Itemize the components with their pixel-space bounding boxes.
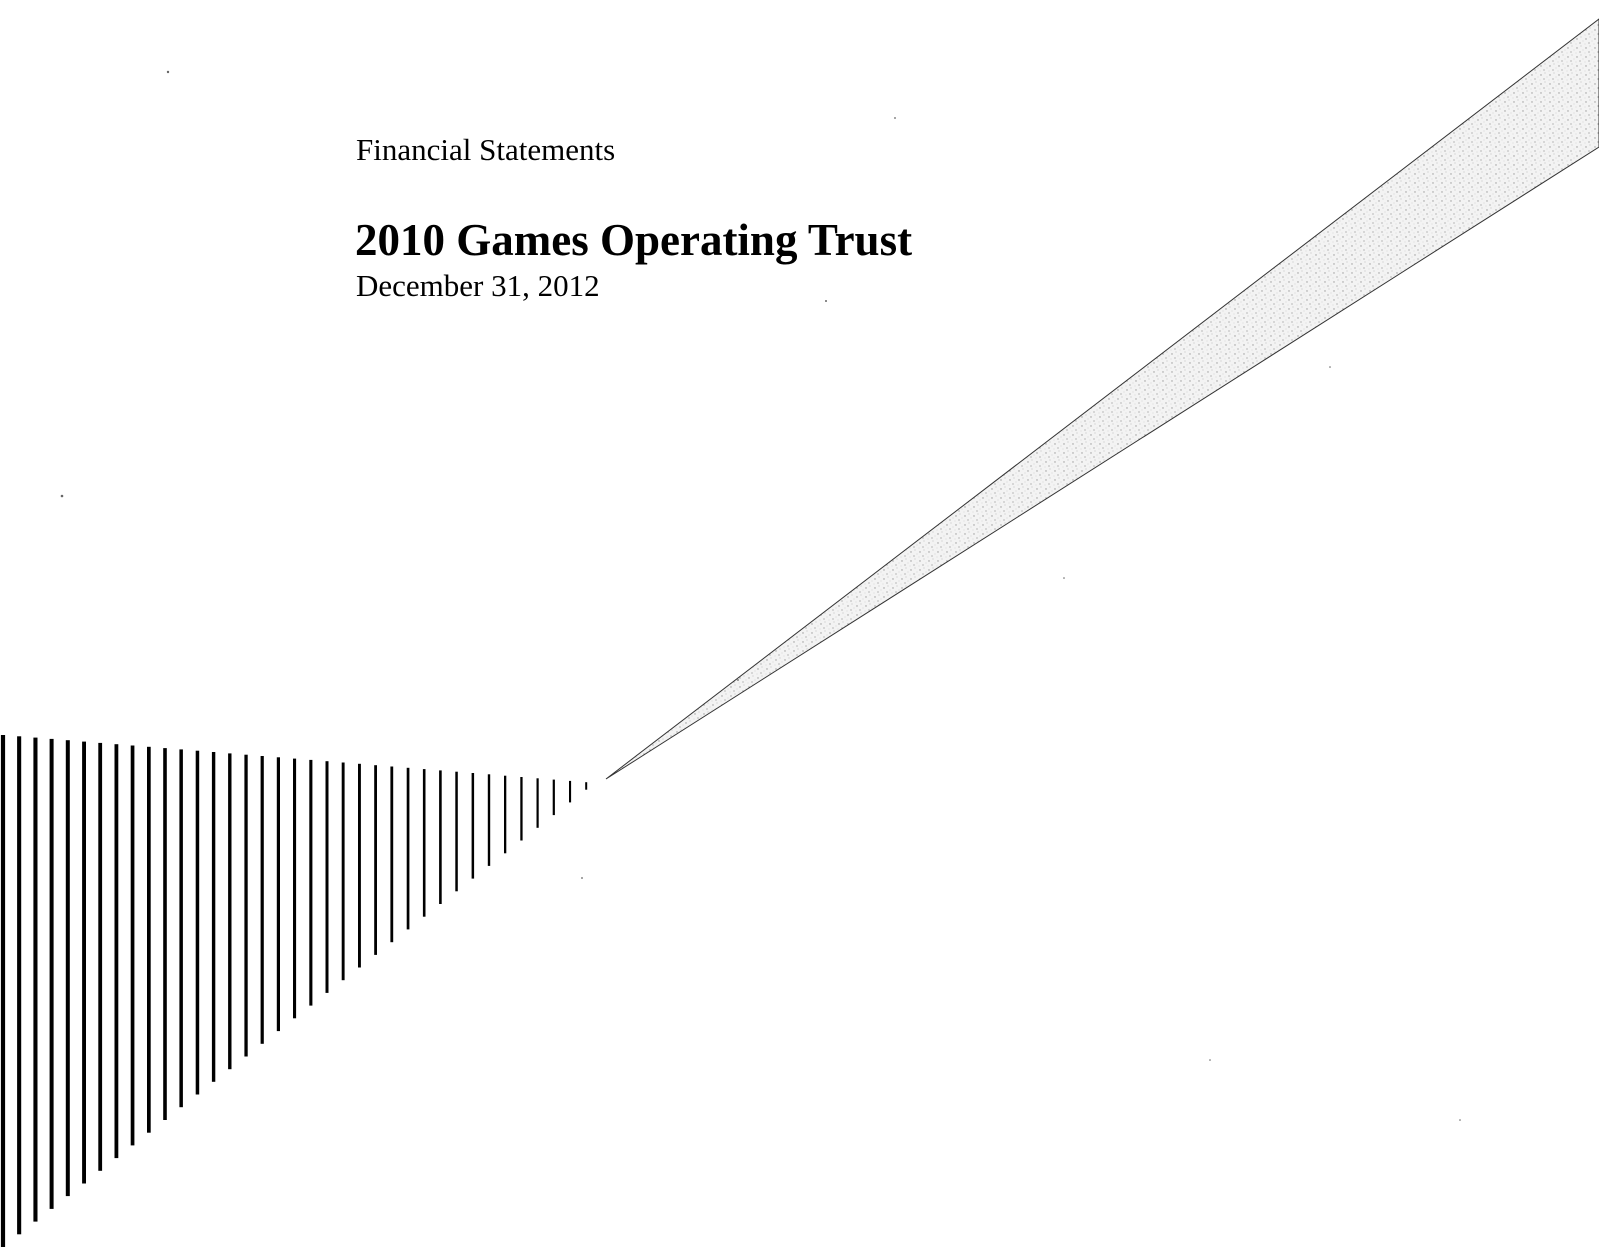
stripe: [17, 736, 22, 1235]
stripe: [147, 746, 151, 1133]
beam-shape: [605, 18, 1599, 780]
scan-specks: [60, 70, 1461, 1121]
stripe: [585, 782, 588, 790]
stripe: [49, 738, 54, 1209]
stripe: [179, 749, 183, 1108]
stripe: [195, 750, 200, 1095]
stripe: [130, 745, 135, 1146]
stripe: [98, 742, 103, 1171]
stripe: [406, 767, 410, 930]
stripe: [228, 753, 232, 1070]
stripe: [471, 773, 475, 879]
stripe: [260, 756, 264, 1044]
stripe: [293, 758, 297, 1019]
stripe-fan: [0, 735, 588, 1247]
period-date: December 31, 2012: [356, 268, 600, 303]
stripe: [341, 762, 345, 981]
stripe: [114, 744, 119, 1159]
stripe: [487, 774, 491, 866]
stripe: [536, 778, 539, 828]
entity-title: 2010 Games Operating Trust: [355, 215, 913, 265]
stripe: [276, 757, 280, 1032]
stripe: [0, 735, 6, 1247]
stripe: [65, 740, 70, 1197]
stripe: [211, 752, 216, 1082]
stripe: [439, 770, 442, 904]
stripe: [244, 754, 248, 1057]
stripe: [520, 777, 523, 841]
stripe: [309, 759, 313, 1006]
stripe: [504, 775, 507, 854]
stripe: [358, 763, 361, 968]
stripe: [325, 761, 329, 993]
stripe: [390, 766, 394, 943]
stripe: [163, 748, 167, 1120]
stripe: [422, 769, 426, 917]
stripe: [552, 779, 555, 816]
stripe: [374, 765, 377, 955]
stripe: [569, 780, 572, 803]
stripe: [455, 771, 458, 892]
document-type-label: Financial Statements: [356, 132, 616, 167]
stripe: [82, 741, 86, 1184]
stripe: [33, 737, 38, 1222]
